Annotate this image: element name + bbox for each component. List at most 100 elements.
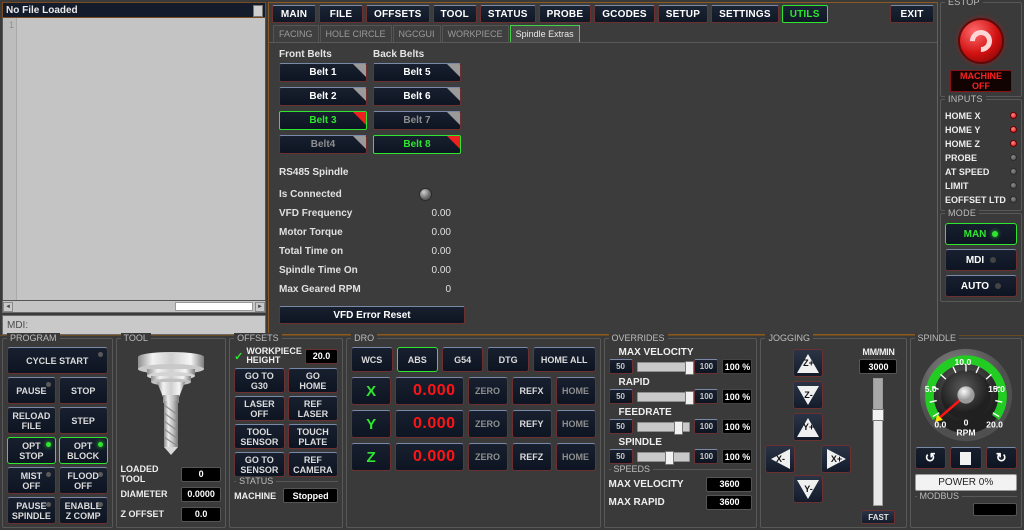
spindle-ccw-button[interactable]: ↺ (914, 447, 946, 469)
jog-z-plus-button[interactable]: Z+ (793, 349, 824, 377)
scroll-left-icon[interactable]: ◄ (3, 301, 13, 312)
vfd-error-reset-button[interactable]: VFD Error Reset (279, 306, 465, 324)
subtab-hole-circle[interactable]: HOLE CIRCLE (319, 25, 392, 42)
ref-laser-button[interactable]: REF LASER (287, 396, 339, 421)
rapid-slider[interactable] (636, 390, 695, 405)
mode-button-mdi[interactable]: MDI (945, 249, 1017, 271)
tab-status[interactable]: STATUS (479, 5, 536, 23)
jog-x-minus-button[interactable]: X- (765, 445, 796, 473)
step-button[interactable]: STEP (58, 407, 108, 434)
slider-thumb[interactable] (685, 390, 695, 405)
belt-button-7[interactable]: Belt 7 (373, 111, 461, 130)
tab-probe[interactable]: PROBE (538, 5, 592, 23)
subtab-ngcgui[interactable]: NGCGUI (392, 25, 441, 42)
tab-file[interactable]: FILE (319, 5, 363, 23)
jog-increment-value[interactable]: 3000 (859, 359, 898, 374)
tool-sensor-button[interactable]: TOOL SENSOR (234, 424, 285, 449)
estop-button[interactable] (958, 18, 1004, 64)
pause-button[interactable]: PAUSE (7, 377, 56, 404)
scroll-thumb[interactable] (175, 302, 253, 311)
max-button[interactable]: 100 (694, 389, 719, 404)
belt-button-1[interactable]: Belt 1 (279, 63, 367, 82)
belt-button-5[interactable]: Belt 5 (373, 63, 461, 82)
zero-x-button[interactable]: ZERO (467, 377, 508, 405)
g54-button[interactable]: G54 (441, 347, 484, 372)
cycle-start-button[interactable]: CYCLE START (7, 347, 108, 374)
workpiece-height-row[interactable]: ✓ WORKPIECE HEIGHT 20.0 (234, 347, 339, 365)
tab-offsets[interactable]: OFFSETS (366, 5, 430, 23)
ref-y-button[interactable]: REFY (511, 410, 552, 438)
home-x-button[interactable]: HOME (555, 377, 596, 405)
tab-utils[interactable]: UTILS (781, 5, 828, 23)
feedrate-slider[interactable] (636, 420, 691, 435)
tab-tool[interactable]: TOOL (432, 5, 477, 23)
ref-z-button[interactable]: REFZ (511, 443, 552, 471)
mode-button-manual[interactable]: MAN (945, 223, 1017, 245)
min-button[interactable]: 50 (608, 359, 633, 374)
max-button[interactable]: 100 (694, 449, 719, 464)
min-button[interactable]: 50 (608, 449, 633, 464)
machine-power-button[interactable]: MACHINE OFF (950, 70, 1012, 92)
slider-thumb[interactable] (685, 360, 695, 375)
spindle-cw-button[interactable]: ↻ (985, 447, 1017, 469)
go-home-button[interactable]: GO HOME (287, 368, 339, 393)
tab-main[interactable]: MAIN (272, 5, 316, 23)
jog-fast-button[interactable]: FAST (861, 510, 896, 524)
mdi-input[interactable]: MDI: (2, 315, 266, 335)
zero-z-button[interactable]: ZERO (467, 443, 508, 471)
jog-y-plus-button[interactable]: Y+ (793, 413, 824, 441)
stop-button[interactable]: STOP (58, 377, 108, 404)
jog-rate-slider[interactable] (872, 378, 885, 506)
slider-thumb[interactable] (674, 420, 684, 435)
wcs-button[interactable]: WCS (351, 347, 393, 372)
home-y-button[interactable]: HOME (555, 410, 596, 438)
jog-x-plus-button[interactable]: X+ (821, 445, 852, 473)
subtab-spindle-extras[interactable]: Spindle Extras (509, 25, 580, 42)
go-to-g30-button[interactable]: GO TO G30 (234, 368, 285, 393)
axis-value-y[interactable]: 0.000 (395, 410, 464, 438)
file-vertical-scrollbar[interactable] (253, 5, 263, 17)
max-button[interactable]: 100 (694, 419, 719, 434)
ref-camera-button[interactable]: REF CAMERA (287, 452, 339, 477)
zero-y-button[interactable]: ZERO (467, 410, 508, 438)
pause-spindle-button[interactable]: PAUSE SPINDLE (7, 497, 56, 524)
abs-button[interactable]: ABS (396, 347, 438, 372)
opt-block-button[interactable]: OPT BLOCK (58, 437, 108, 464)
reload-file-button[interactable]: RELOAD FILE (7, 407, 56, 434)
max-button[interactable]: 100 (694, 359, 719, 374)
min-button[interactable]: 50 (608, 389, 633, 404)
laser-toggle-button[interactable]: LASER OFF (234, 396, 285, 421)
file-horizontal-scrollbar[interactable]: ◄ ► (2, 301, 266, 313)
touch-plate-button[interactable]: TOUCH PLATE (287, 424, 339, 449)
enable-z-comp-button[interactable]: ENABLE Z COMP (58, 497, 108, 524)
belt-button-6[interactable]: Belt 6 (373, 87, 461, 106)
home-z-button[interactable]: HOME (555, 443, 596, 471)
slider-thumb[interactable] (664, 450, 674, 465)
belt-button-4[interactable]: Belt4 (279, 135, 367, 154)
go-to-sensor-button[interactable]: GO TO SENSOR (234, 452, 285, 477)
axis-value-z[interactable]: 0.000 (395, 443, 464, 471)
tab-gcodes[interactable]: GCODES (594, 5, 655, 23)
scroll-right-icon[interactable]: ► (255, 301, 265, 312)
jog-y-minus-button[interactable]: Y- (793, 475, 824, 503)
gcode-text-area[interactable]: 1 (2, 18, 266, 301)
spindle-slider[interactable] (636, 450, 691, 465)
belt-button-3[interactable]: Belt 3 (279, 111, 367, 130)
ref-x-button[interactable]: REFX (511, 377, 552, 405)
axis-value-x[interactable]: 0.000 (395, 377, 464, 405)
belt-button-2[interactable]: Belt 2 (279, 87, 367, 106)
slider-thumb[interactable] (872, 409, 885, 421)
jog-z-minus-button[interactable]: Z- (793, 381, 824, 409)
subtab-facing[interactable]: FACING (273, 25, 319, 42)
workpiece-height-value[interactable]: 20.0 (304, 348, 339, 364)
tab-settings[interactable]: SETTINGS (711, 5, 779, 23)
opt-stop-button[interactable]: OPT STOP (7, 437, 56, 464)
home-all-button[interactable]: HOME ALL (532, 347, 596, 372)
belt-button-8[interactable]: Belt 8 (373, 135, 461, 154)
tab-setup[interactable]: SETUP (657, 5, 709, 23)
spindle-stop-button[interactable] (950, 447, 982, 469)
subtab-workpiece[interactable]: WORKPIECE (441, 25, 509, 42)
mode-button-auto[interactable]: AUTO (945, 275, 1017, 297)
dtg-button[interactable]: DTG (487, 347, 529, 372)
min-button[interactable]: 50 (608, 419, 633, 434)
